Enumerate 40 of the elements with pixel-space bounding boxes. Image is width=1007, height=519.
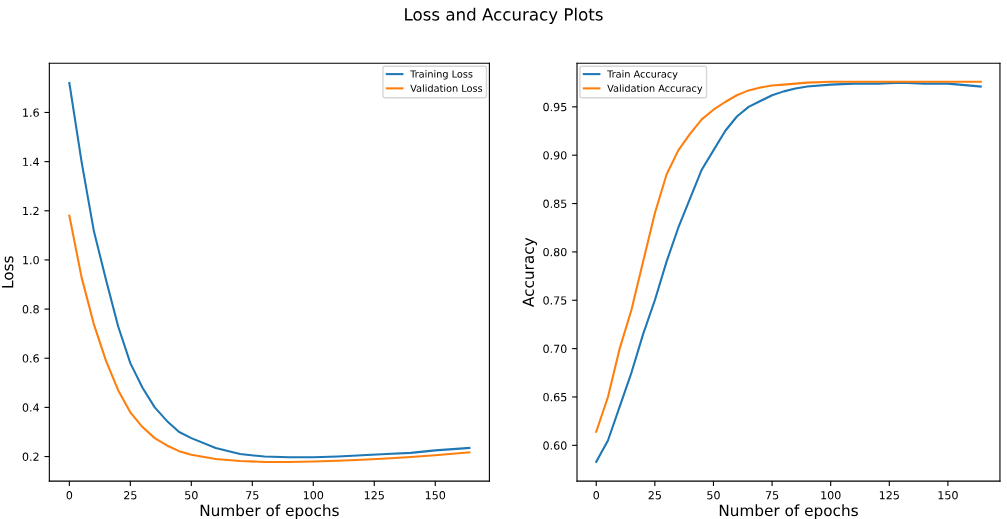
y-tick-label: 0.90: [543, 151, 567, 160]
legend-label: Validation Accuracy: [607, 84, 703, 94]
legend-label: Train Accuracy: [607, 70, 678, 80]
y-axis-title: Loss: [2, 256, 14, 288]
legend-label: Training Loss: [410, 70, 473, 80]
y-tick-label: 0.65: [543, 392, 567, 402]
x-tick-label: 0: [66, 491, 73, 500]
chart-title: Loss and Accuracy Plots: [405, 7, 603, 24]
x-axis-title: Number of epochs: [200, 504, 339, 519]
x-tick-label: 125: [879, 491, 899, 500]
x-tick-label: 125: [364, 491, 384, 500]
y-tick-label: 0.80: [543, 247, 567, 257]
y-axis-title: Accuracy: [522, 237, 537, 307]
y-tick-label: 0.95: [543, 102, 567, 112]
x-axis-title: Number of epochs: [719, 504, 858, 519]
y-tick-label: 0.8: [22, 305, 39, 314]
y-tick-label: 0.6: [22, 354, 39, 363]
y-tick-label: 0.75: [543, 296, 567, 305]
y-tick-label: 0.4: [22, 403, 39, 412]
y-tick-label: 1.0: [23, 255, 39, 265]
y-tick-label: 0.85: [543, 199, 567, 208]
x-tick-label: 25: [648, 491, 661, 500]
x-tick-label: 150: [938, 491, 958, 500]
x-tick-label: 50: [185, 491, 198, 500]
y-tick-label: 0.2: [22, 452, 39, 461]
line-series: [68, 214, 471, 463]
x-tick-label: 150: [425, 491, 446, 500]
y-tick-label: 1.2: [23, 206, 39, 215]
x-tick-label: 100: [821, 491, 841, 500]
x-tick-label: 100: [303, 491, 324, 500]
x-tick-label: 50: [707, 491, 720, 500]
x-tick-label: 75: [765, 491, 779, 500]
x-tick-label: 25: [124, 491, 137, 500]
y-tick-label: 1.6: [23, 108, 39, 117]
x-tick-label: 75: [246, 491, 259, 500]
y-tick-label: 0.60: [543, 441, 567, 450]
y-tick-label: 1.4: [23, 157, 39, 166]
x-tick-label: 0: [593, 491, 600, 500]
legend-label: Validation Loss: [410, 84, 483, 92]
y-tick-label: 0.70: [543, 344, 567, 353]
